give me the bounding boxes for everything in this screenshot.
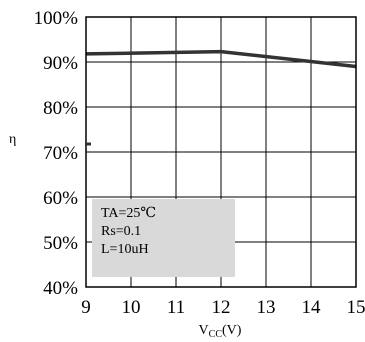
annotation-box: TA=25℃ Rs=0.1 L=10uH <box>92 199 235 277</box>
x-tick-label: 13 <box>257 297 276 318</box>
y-tick-label: 60% <box>43 188 78 209</box>
x-tick-label: 11 <box>167 297 185 318</box>
plot-border <box>85 16 357 288</box>
y-tick-label: 100% <box>34 8 79 29</box>
annotation-line-2: Rs=0.1 <box>101 224 141 239</box>
y-tick-label: 90% <box>43 53 78 74</box>
x-axis-label: VCC(V) <box>199 323 242 340</box>
y-tick-label: 50% <box>43 233 78 254</box>
x-tick-label: 12 <box>212 297 231 318</box>
x-axis-label-sub: CC <box>209 329 223 340</box>
y-tick-label: 70% <box>43 143 78 164</box>
x-tick-label: 9 <box>81 297 91 318</box>
x-tick-labels: 9 10 11 12 13 14 15 <box>81 297 365 318</box>
x-tick-label: 15 <box>347 297 365 318</box>
series <box>85 49 357 69</box>
annotation-line-3: L=10uH <box>101 242 149 257</box>
x-axis-label-main: V <box>199 323 209 338</box>
y-tick-labels: 40% 50% 60% 70% 80% 90% 100% <box>34 8 79 299</box>
y-tick-label: 80% <box>43 98 78 119</box>
y-axis-label: η <box>9 132 16 147</box>
series-line <box>85 49 357 69</box>
annotation-background <box>92 199 235 277</box>
x-tick-label: 10 <box>122 297 141 318</box>
y-tick-label: 40% <box>43 278 78 299</box>
x-axis-label-unit: (V) <box>222 323 242 338</box>
annotation-line-1: TA=25℃ <box>101 206 156 221</box>
plot-frame <box>85 16 357 288</box>
x-tick-label: 14 <box>302 297 322 318</box>
